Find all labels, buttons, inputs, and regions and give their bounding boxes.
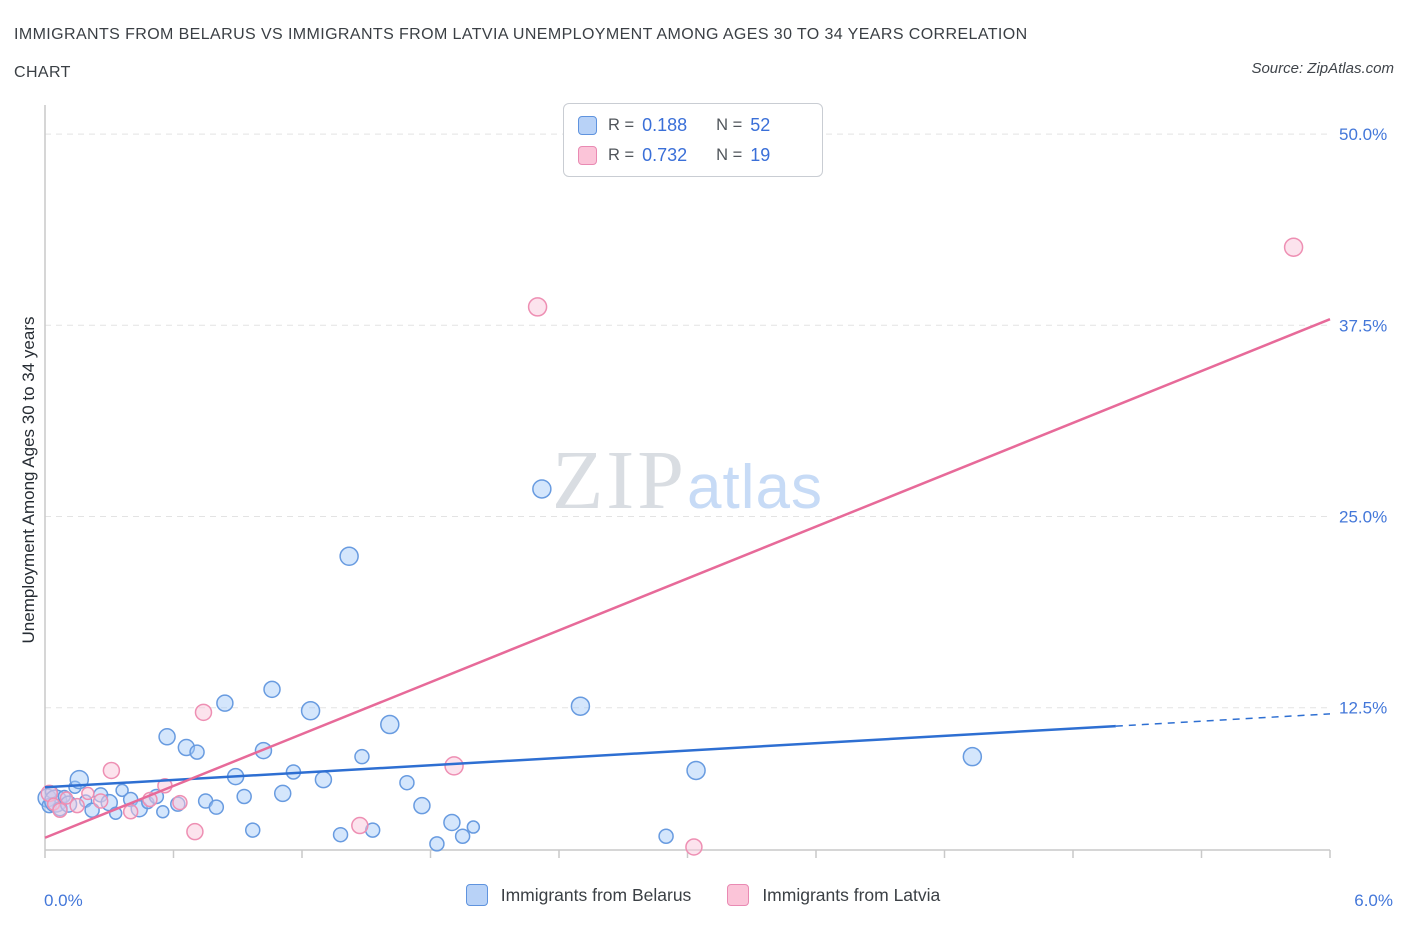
belarus-point[interactable]	[413, 796, 431, 815]
belarus-point[interactable]	[208, 799, 225, 815]
belarus-correlation-row: R = 0.188 N = 52	[578, 112, 804, 138]
belarus-point[interactable]	[158, 728, 176, 746]
belarus-point[interactable]	[339, 546, 359, 567]
watermark-zip: ZIP	[552, 434, 687, 527]
latvia-swatch	[727, 884, 750, 906]
belarus-point[interactable]	[962, 746, 983, 767]
belarus-r-value: 0.188	[642, 114, 688, 135]
belarus-point[interactable]	[454, 828, 471, 844]
belarus-point[interactable]	[380, 714, 400, 735]
x-axis-min-label: 0.0%	[44, 891, 83, 910]
belarus-point[interactable]	[354, 748, 370, 765]
y-tick-label: 12.5%	[1339, 699, 1387, 718]
n-label: N =	[716, 145, 743, 164]
latvia-point[interactable]	[351, 816, 369, 835]
latvia-legend-item[interactable]: Immigrants from Latvia	[727, 884, 940, 906]
belarus-legend-item[interactable]: Immigrants from Belarus	[465, 884, 692, 906]
chart-title-line2: CHART	[14, 64, 71, 81]
latvia-trend-line	[44, 318, 1331, 839]
belarus-point[interactable]	[532, 479, 552, 499]
belarus-point[interactable]	[244, 822, 261, 838]
belarus-point[interactable]	[216, 694, 234, 712]
latvia-point[interactable]	[92, 793, 109, 809]
y-tick-label: 50.0%	[1339, 125, 1387, 144]
belarus-point[interactable]	[189, 744, 205, 760]
chart-title: IMMIGRANTS FROM BELARUS VS IMMIGRANTS FR…	[14, 16, 1028, 92]
belarus-point[interactable]	[236, 788, 252, 805]
belarus-point[interactable]	[263, 680, 281, 699]
y-tick-label: 25.0%	[1339, 508, 1387, 527]
belarus-point[interactable]	[156, 805, 170, 819]
latvia-point[interactable]	[172, 794, 188, 811]
belarus-point[interactable]	[466, 820, 481, 834]
chart-title-line1: IMMIGRANTS FROM BELARUS VS IMMIGRANTS FR…	[14, 26, 1028, 43]
x-axis-max-label: 6.0%	[1354, 891, 1393, 910]
latvia-point[interactable]	[1283, 237, 1304, 258]
belarus-swatch	[465, 884, 488, 906]
watermark: ZIP atlas	[552, 432, 823, 529]
latvia-n-value: 19	[750, 144, 771, 165]
n-label: N =	[716, 115, 743, 134]
latvia-point[interactable]	[685, 838, 703, 856]
r-label: R =	[608, 145, 635, 164]
source-credit: Source: ZipAtlas.com	[1251, 60, 1394, 77]
latvia-legend-label: Immigrants from Latvia	[762, 884, 941, 905]
belarus-trend-line-extrapolated	[1115, 713, 1331, 727]
belarus-point[interactable]	[300, 701, 321, 721]
latvia-point[interactable]	[122, 804, 139, 820]
series-legend: Immigrants from Belarus Immigrants from …	[0, 884, 1406, 906]
latvia-point[interactable]	[194, 703, 213, 722]
belarus-point[interactable]	[570, 696, 591, 716]
latvia-point[interactable]	[59, 791, 74, 805]
belarus-point[interactable]	[332, 826, 349, 843]
belarus-legend-label: Immigrants from Belarus	[500, 884, 692, 905]
belarus-point[interactable]	[686, 760, 706, 781]
belarus-point[interactable]	[115, 783, 129, 798]
belarus-point[interactable]	[443, 813, 461, 832]
latvia-point[interactable]	[527, 297, 548, 317]
belarus-point[interactable]	[273, 784, 292, 803]
correlation-legend: R = 0.188 N = 52 R = 0.732 N = 19	[563, 103, 824, 177]
belarus-n-value: 52	[750, 114, 771, 135]
latvia-point[interactable]	[69, 797, 85, 814]
watermark-atlas: atlas	[687, 453, 823, 522]
latvia-point[interactable]	[81, 786, 95, 801]
latvia-point[interactable]	[102, 761, 121, 780]
belarus-legend-swatch	[578, 115, 597, 135]
latvia-r-value: 0.732	[642, 144, 688, 165]
latvia-legend-swatch	[578, 145, 597, 165]
latvia-point[interactable]	[186, 822, 204, 841]
latvia-point[interactable]	[52, 802, 68, 818]
belarus-point[interactable]	[399, 774, 415, 791]
belarus-point[interactable]	[658, 828, 674, 844]
latvia-point[interactable]	[444, 756, 464, 776]
belarus-point[interactable]	[429, 836, 445, 852]
latvia-correlation-row: R = 0.732 N = 19	[578, 142, 804, 168]
y-tick-label: 37.5%	[1339, 316, 1387, 335]
r-label: R =	[608, 115, 635, 134]
belarus-trend-line	[44, 724, 1116, 789]
belarus-point[interactable]	[314, 770, 333, 789]
